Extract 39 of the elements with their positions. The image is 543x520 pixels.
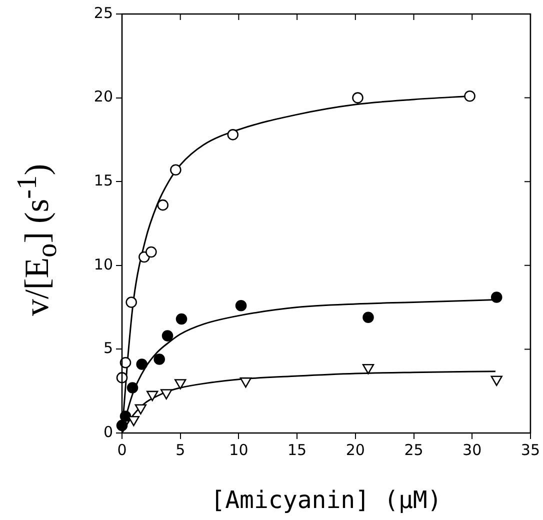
point	[352, 92, 364, 104]
point	[134, 404, 147, 415]
point	[120, 356, 132, 368]
x-tick-label: 5	[176, 440, 186, 459]
point	[170, 164, 182, 176]
x-tick-label: 25	[404, 440, 424, 459]
point	[362, 364, 374, 374]
x-tick-label: 20	[346, 440, 365, 459]
point	[146, 246, 157, 258]
point	[240, 377, 252, 388]
point	[227, 129, 239, 140]
y-tick-label: 25	[94, 4, 113, 22]
x-tick-label: 10	[229, 440, 248, 459]
y-tick-label: 20	[94, 88, 113, 106]
y-tick-label: 10	[94, 255, 113, 274]
y-tick-label: 5	[103, 339, 113, 358]
point	[126, 382, 138, 394]
point	[154, 354, 165, 365]
x-axis-title: [Amicyanin] (μM)	[210, 486, 442, 514]
y-tick-label: 15	[94, 171, 113, 190]
x-tick-label: 0	[117, 440, 127, 459]
x-tick-label: 30	[462, 440, 482, 459]
point	[174, 379, 186, 390]
point	[146, 390, 158, 402]
point	[162, 330, 174, 342]
point	[235, 300, 247, 312]
y-tick-label: 0	[103, 422, 113, 441]
point	[116, 372, 128, 384]
point	[362, 312, 374, 324]
point	[176, 313, 188, 325]
point	[464, 90, 476, 102]
point	[160, 389, 172, 400]
x-tick-label: 15	[288, 440, 307, 459]
point	[490, 376, 502, 386]
point	[490, 292, 502, 303]
point	[136, 358, 148, 370]
point	[126, 296, 137, 308]
x-tick-label: 35	[520, 440, 540, 459]
point	[157, 199, 168, 211]
